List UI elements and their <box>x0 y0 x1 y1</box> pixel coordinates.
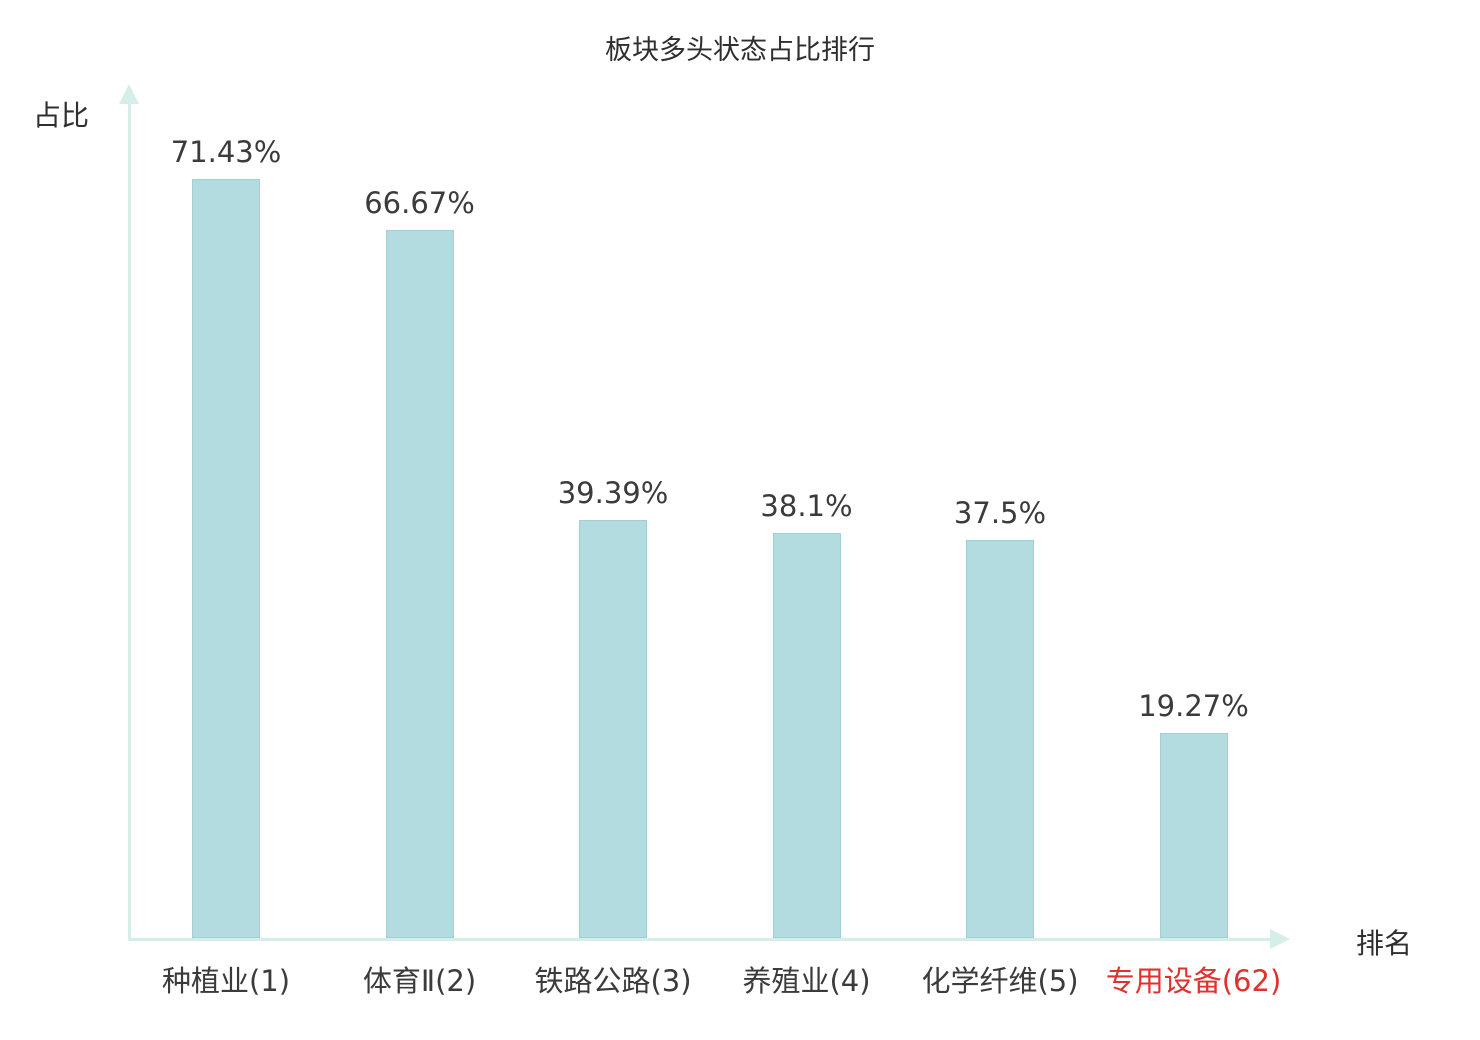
bar <box>772 533 841 938</box>
bar-value-label: 38.1% <box>760 489 853 523</box>
category-label: 专用设备(62) <box>1105 964 1282 998</box>
bar-value-label: 71.43% <box>170 135 282 169</box>
bar-value-label: 66.67% <box>364 186 475 220</box>
y-axis-label: 占比 <box>33 99 90 132</box>
category-label: 化学纤维(5) <box>921 964 1079 998</box>
y-axis-arrow-icon <box>119 84 139 104</box>
chart-title: 板块多头状态占比排行 <box>605 35 875 66</box>
x-axis-arrow-icon <box>1270 929 1290 949</box>
bar-value-label: 19.27% <box>1138 689 1249 723</box>
bar-value-label: 39.39% <box>557 476 669 510</box>
bar <box>579 520 647 938</box>
bar <box>1159 733 1228 938</box>
category-label: 养殖业(4) <box>742 964 871 998</box>
category-label: 体育Ⅱ(2) <box>362 964 477 998</box>
category-label: 铁路公路(3) <box>534 964 692 998</box>
bar <box>385 230 454 938</box>
bar <box>966 540 1034 938</box>
y-axis-line <box>128 102 131 940</box>
x-axis-line <box>128 938 1272 941</box>
x-axis-label: 排名 <box>1356 927 1413 960</box>
category-label: 种植业(1) <box>161 964 291 998</box>
bar <box>192 179 260 938</box>
bar-value-label: 37.5% <box>953 496 1047 530</box>
